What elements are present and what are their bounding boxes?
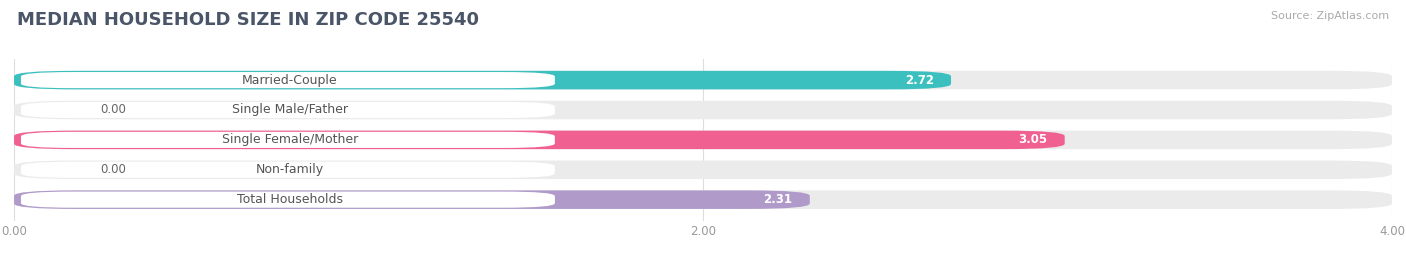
Text: Married-Couple: Married-Couple [242,74,337,87]
Text: Total Households: Total Households [236,193,343,206]
FancyBboxPatch shape [21,72,555,88]
Text: 3.05: 3.05 [1018,133,1047,146]
Text: 2.72: 2.72 [905,74,934,87]
FancyBboxPatch shape [14,131,1064,149]
Text: Source: ZipAtlas.com: Source: ZipAtlas.com [1271,11,1389,21]
Text: 0.00: 0.00 [100,163,127,176]
Text: 2.31: 2.31 [763,193,793,206]
FancyBboxPatch shape [14,131,1392,149]
Text: Single Male/Father: Single Male/Father [232,104,347,116]
FancyBboxPatch shape [21,192,555,208]
FancyBboxPatch shape [21,132,555,148]
FancyBboxPatch shape [21,162,555,178]
FancyBboxPatch shape [14,190,1392,209]
Text: MEDIAN HOUSEHOLD SIZE IN ZIP CODE 25540: MEDIAN HOUSEHOLD SIZE IN ZIP CODE 25540 [17,11,479,29]
FancyBboxPatch shape [14,161,1392,179]
Text: Non-family: Non-family [256,163,323,176]
FancyBboxPatch shape [14,190,810,209]
FancyBboxPatch shape [14,71,1392,89]
FancyBboxPatch shape [21,102,555,118]
FancyBboxPatch shape [14,71,950,89]
Text: Single Female/Mother: Single Female/Mother [222,133,357,146]
Text: 0.00: 0.00 [100,104,127,116]
FancyBboxPatch shape [14,101,1392,119]
